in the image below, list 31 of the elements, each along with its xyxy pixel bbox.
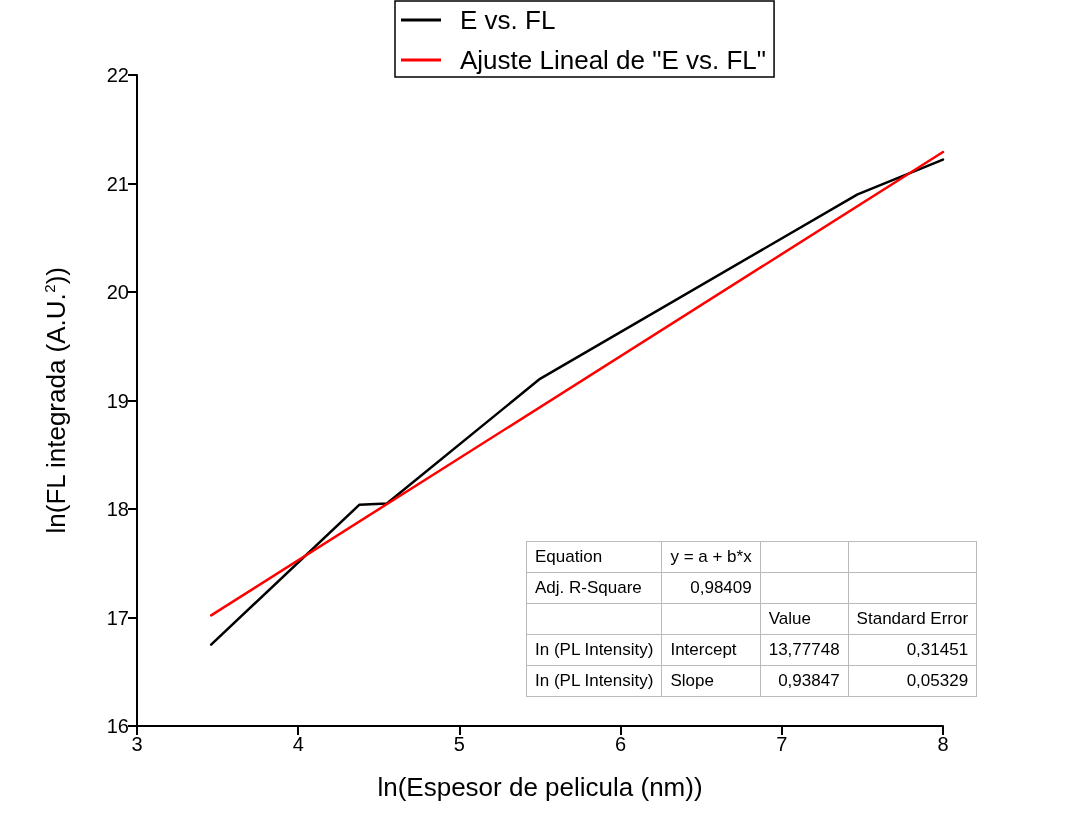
y-tick-label: 22: [106, 64, 129, 86]
x-axis-title: ln(Espesor de pelicula (nm)): [377, 772, 703, 802]
legend-label: E vs. FL: [460, 5, 556, 35]
annotation: Value: [760, 603, 849, 635]
y-tick-label: 17: [106, 606, 129, 629]
y-tick-label: 18: [106, 498, 129, 520]
x-tick-label: 5: [453, 733, 465, 755]
annotation: y = a + b*x: [661, 541, 761, 573]
annotation: Equation: [526, 541, 662, 573]
x-tick-label: 6: [615, 733, 627, 755]
annotation: 0,31451: [848, 634, 977, 666]
x-tick-label: 8: [937, 733, 949, 755]
annotation: Slope: [661, 665, 761, 697]
annotation: In (PL Intensity): [526, 634, 662, 666]
y-tick-label: 16: [106, 715, 129, 737]
annotation: 0,05329: [848, 665, 977, 697]
y-tick-label: 20: [106, 281, 129, 303]
y-tick-label: 19: [106, 389, 129, 412]
annotation: Intercept: [661, 634, 761, 666]
x-tick-label: 7: [776, 733, 788, 755]
x-tick-label: 3: [131, 733, 143, 755]
annotation: 13,77748: [760, 634, 849, 666]
annotation: Adj. R-Square: [526, 572, 662, 604]
annotation: Standard Error: [848, 603, 977, 635]
legend-label: Ajuste Lineal de "E vs. FL": [460, 45, 767, 75]
y-axis-title: ln(FL integrada (A.U.2)): [40, 267, 71, 534]
annotation: 0,93847: [760, 665, 849, 697]
x-tick-label: 4: [292, 733, 304, 755]
annotation: 0,98409: [661, 572, 761, 604]
annotation: In (PL Intensity): [526, 665, 662, 697]
y-tick-label: 21: [106, 172, 129, 195]
